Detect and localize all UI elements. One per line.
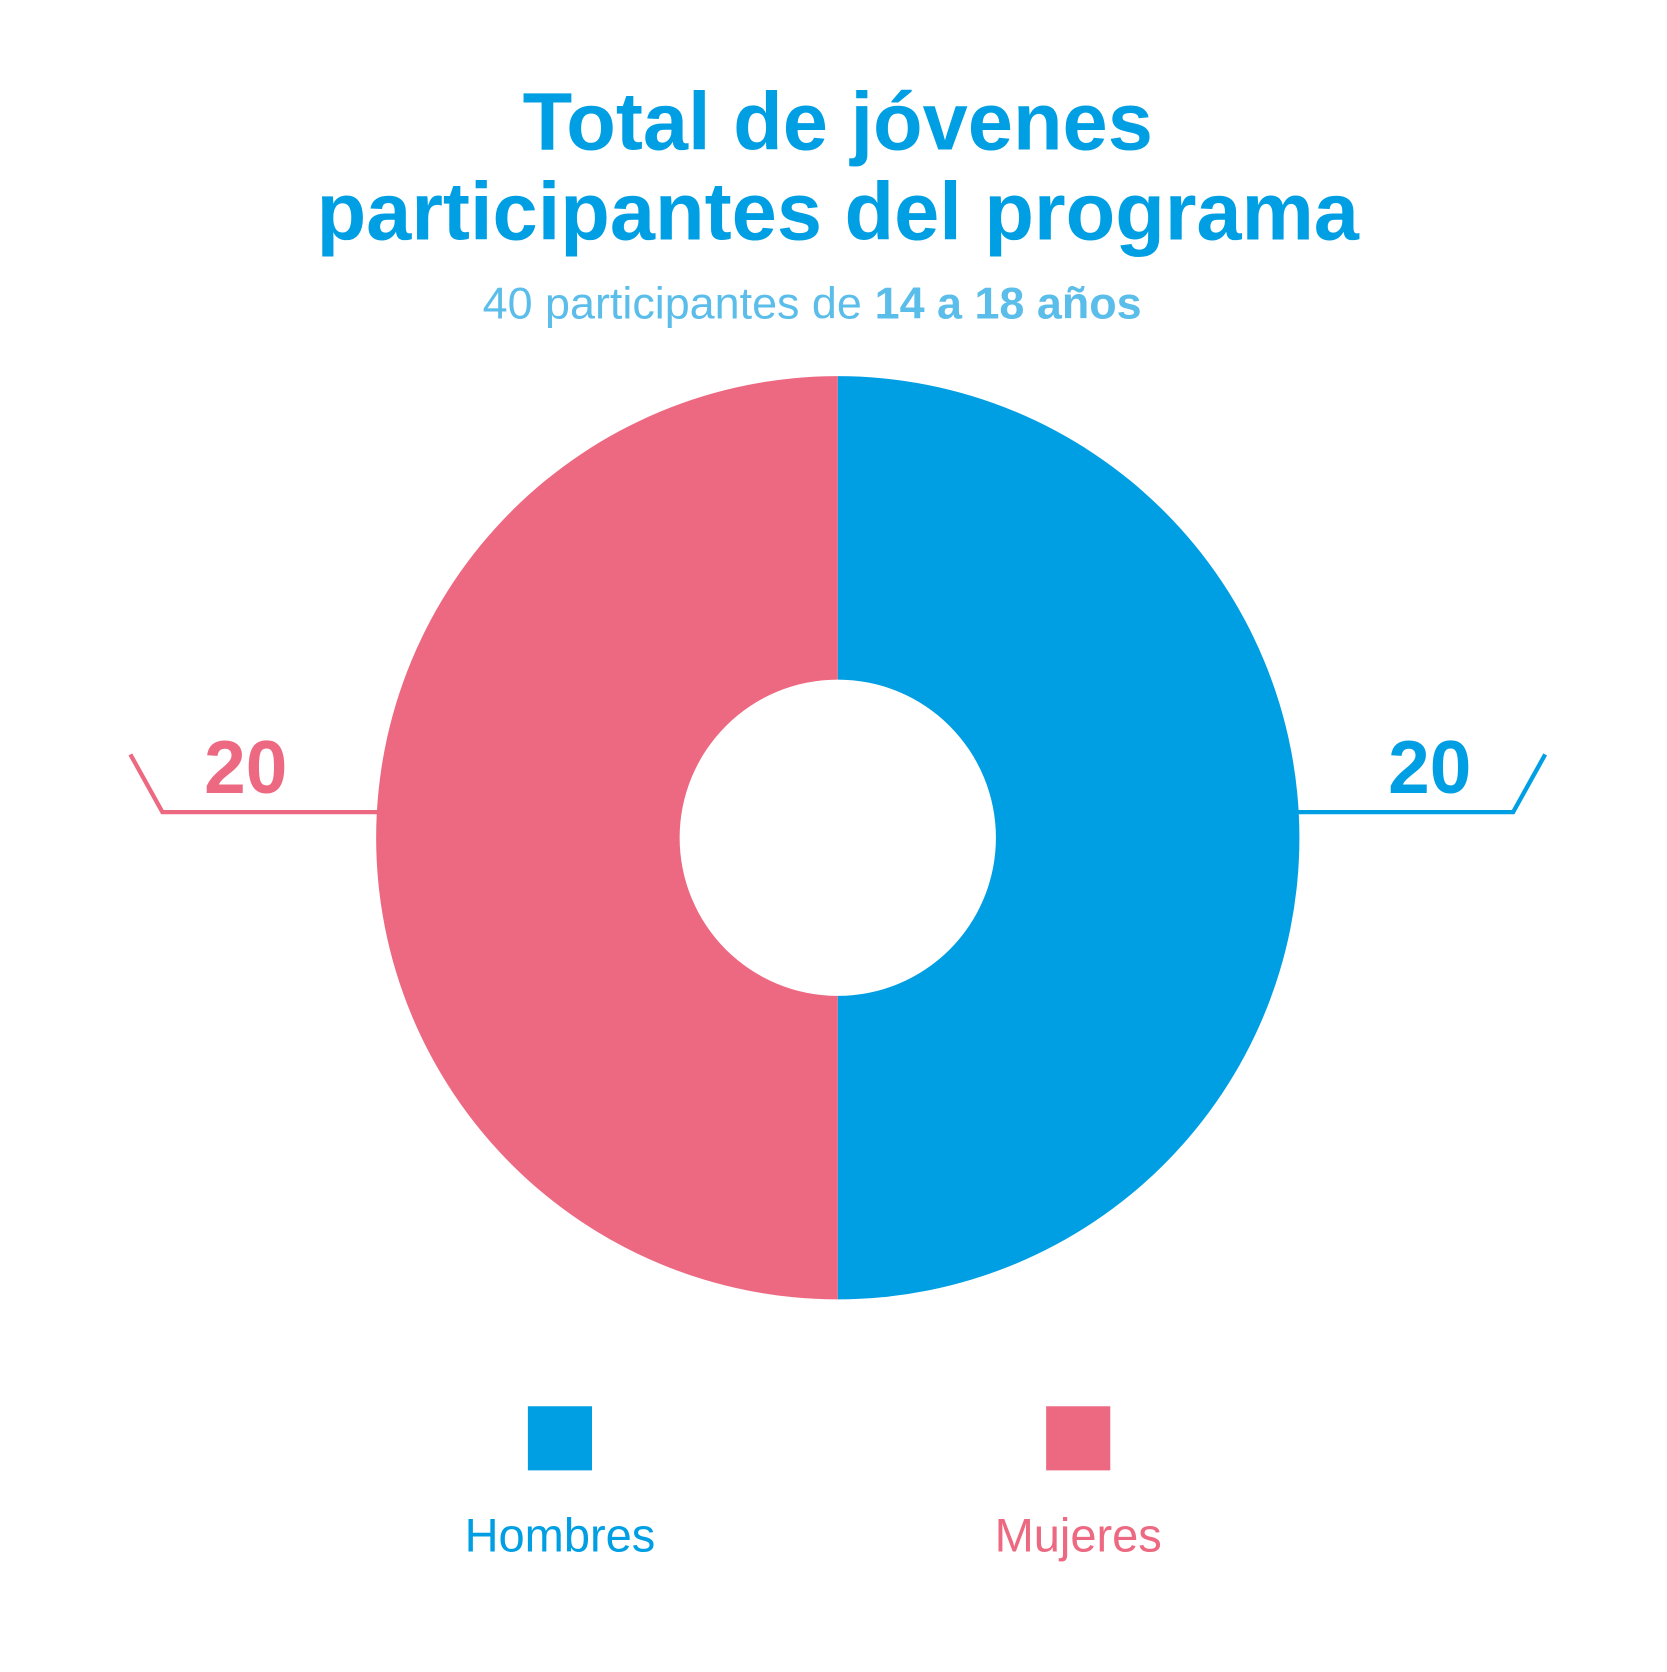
subtitle-text: 40 participantes de <box>483 277 862 328</box>
legend-swatch <box>527 1406 592 1471</box>
subtitle-emphasis: 14 a 18 años <box>875 277 1142 328</box>
donut-slice <box>376 376 838 1300</box>
chart-title: participantes del programa <box>317 166 1360 257</box>
chart-subtitle: 40 participantes de 14 a 18 años <box>483 277 1142 328</box>
legend-label: Mujeres <box>995 1509 1162 1562</box>
value-label: 20 <box>1388 725 1471 809</box>
value-label: 20 <box>204 725 287 809</box>
legend-label: Hombres <box>465 1509 656 1562</box>
leader-line <box>128 753 378 815</box>
legend-swatch <box>1046 1406 1111 1471</box>
leader-line <box>1298 753 1548 815</box>
donut-slice <box>837 376 1300 1300</box>
chart-title: Total de jóvenes <box>523 77 1153 168</box>
